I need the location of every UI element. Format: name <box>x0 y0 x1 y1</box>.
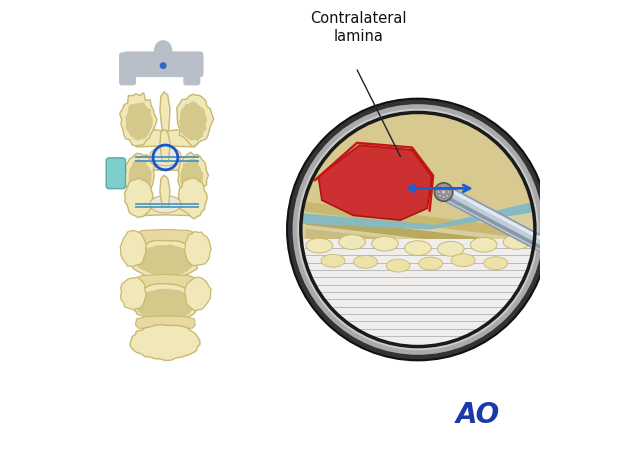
Ellipse shape <box>154 40 172 61</box>
Polygon shape <box>128 159 152 195</box>
Ellipse shape <box>418 257 443 270</box>
Circle shape <box>446 187 449 190</box>
Polygon shape <box>319 145 432 220</box>
Circle shape <box>442 190 445 194</box>
Ellipse shape <box>405 241 431 256</box>
Polygon shape <box>180 158 203 195</box>
FancyBboxPatch shape <box>106 158 125 189</box>
Ellipse shape <box>306 238 332 253</box>
Polygon shape <box>125 179 153 218</box>
FancyBboxPatch shape <box>119 52 136 85</box>
Polygon shape <box>306 229 530 265</box>
Polygon shape <box>445 186 576 258</box>
Polygon shape <box>441 193 573 266</box>
Polygon shape <box>160 92 170 131</box>
Text: Contralateral
lamina: Contralateral lamina <box>310 11 407 44</box>
Polygon shape <box>120 230 146 266</box>
Polygon shape <box>136 316 195 329</box>
Polygon shape <box>177 94 214 147</box>
Ellipse shape <box>484 257 508 269</box>
Polygon shape <box>178 152 208 200</box>
Polygon shape <box>185 231 211 266</box>
FancyBboxPatch shape <box>184 52 200 85</box>
Circle shape <box>301 112 535 347</box>
Ellipse shape <box>339 235 365 249</box>
Polygon shape <box>179 178 207 219</box>
Polygon shape <box>135 274 198 289</box>
Polygon shape <box>306 217 530 252</box>
Ellipse shape <box>471 237 497 252</box>
Polygon shape <box>135 230 198 244</box>
Circle shape <box>438 187 441 190</box>
Circle shape <box>442 185 445 189</box>
Polygon shape <box>135 244 195 276</box>
Circle shape <box>297 109 539 350</box>
Polygon shape <box>133 205 199 216</box>
Polygon shape <box>124 153 154 197</box>
Polygon shape <box>121 277 146 310</box>
Polygon shape <box>130 241 202 279</box>
Circle shape <box>442 196 445 199</box>
Polygon shape <box>301 239 535 347</box>
Polygon shape <box>301 112 535 224</box>
Polygon shape <box>130 325 200 360</box>
Polygon shape <box>179 101 206 141</box>
Circle shape <box>437 190 440 194</box>
Ellipse shape <box>503 235 530 249</box>
Circle shape <box>161 63 166 68</box>
Polygon shape <box>159 53 168 57</box>
FancyBboxPatch shape <box>123 51 203 77</box>
Ellipse shape <box>371 236 398 251</box>
Circle shape <box>287 99 549 360</box>
Circle shape <box>447 190 450 194</box>
Circle shape <box>446 194 449 197</box>
Polygon shape <box>185 277 211 311</box>
Ellipse shape <box>451 254 475 267</box>
Ellipse shape <box>321 254 345 267</box>
Circle shape <box>300 112 535 347</box>
Ellipse shape <box>438 241 464 256</box>
Polygon shape <box>131 284 202 323</box>
Polygon shape <box>306 243 530 278</box>
Ellipse shape <box>386 259 410 272</box>
Polygon shape <box>306 202 530 239</box>
Circle shape <box>293 104 543 355</box>
Polygon shape <box>301 202 535 230</box>
Polygon shape <box>160 175 170 207</box>
Text: AO: AO <box>456 401 500 430</box>
Polygon shape <box>440 185 577 268</box>
Circle shape <box>435 183 453 201</box>
Polygon shape <box>134 289 195 319</box>
Ellipse shape <box>150 196 181 213</box>
Polygon shape <box>160 129 170 162</box>
Ellipse shape <box>150 146 181 166</box>
Polygon shape <box>133 129 199 147</box>
Ellipse shape <box>353 255 378 268</box>
Circle shape <box>438 194 441 197</box>
Polygon shape <box>120 93 157 146</box>
Polygon shape <box>125 102 153 140</box>
Polygon shape <box>133 160 199 171</box>
